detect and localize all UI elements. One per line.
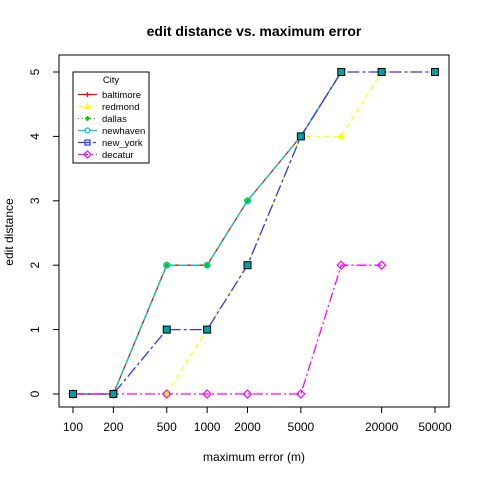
- data-point-decatur: [161, 389, 172, 399]
- data-point-redmond: [337, 132, 346, 140]
- data-point-dallas: [244, 197, 251, 204]
- y-tick-label: 5: [28, 68, 42, 75]
- legend: City baltimoreredmonddallasnewhavennew_y…: [72, 71, 150, 164]
- x-tick-label: 50000: [418, 420, 452, 434]
- data-point-dallas: [163, 262, 170, 269]
- legend-marker-new_york: [84, 139, 91, 146]
- series-line-decatur: [73, 264, 382, 395]
- data-point-overlay: [109, 390, 118, 398]
- x-tick-label: 200: [103, 420, 123, 434]
- legend-label-decatur: decatur: [102, 150, 134, 161]
- data-point-dallas: [204, 262, 211, 269]
- x-tick-label: 100: [63, 420, 83, 434]
- x-tick-label: 20000: [365, 420, 399, 434]
- data-point-overlay: [337, 68, 346, 76]
- x-tick-label: 500: [157, 420, 177, 434]
- legend-marker-dallas: [85, 116, 90, 121]
- data-point-overlay: [203, 325, 212, 334]
- x-axis: 100 200 500 1000 2000 5000 20000 50000: [63, 406, 452, 434]
- legend-label-redmond: redmond: [102, 102, 140, 113]
- data-point-decatur: [296, 389, 306, 399]
- y-tick-label: 1: [28, 326, 42, 333]
- legend-box: [72, 71, 150, 164]
- data-point-overlay: [243, 261, 252, 270]
- legend-label-baltimore: baltimore: [102, 90, 141, 101]
- x-tick-label: 1000: [194, 420, 221, 434]
- data-point-redmond: [162, 389, 171, 397]
- y-axis-label: edit distance: [2, 198, 16, 266]
- y-tick-label: 3: [28, 197, 42, 204]
- legend-marker-redmond: [84, 102, 91, 109]
- data-point-overlay: [296, 132, 305, 141]
- data-point-newhaven: [203, 261, 211, 269]
- y-tick-label: 4: [28, 133, 42, 140]
- data-point-newhaven: [163, 261, 171, 269]
- x-tick-label: 2000: [234, 420, 261, 434]
- legend-label-new_york: new_york: [102, 138, 143, 149]
- data-point-overlay: [377, 68, 386, 76]
- y-tick-label: 2: [28, 262, 42, 269]
- data-point-newhaven: [243, 197, 252, 205]
- data-point-decatur: [376, 260, 387, 271]
- data-point-decatur: [336, 260, 347, 271]
- legend-label-newhaven: newhaven: [102, 126, 145, 137]
- data-point-overlay: [69, 390, 77, 398]
- series-markers: [68, 67, 439, 399]
- data-point-decatur: [202, 389, 212, 399]
- legend-title: City: [103, 75, 120, 86]
- legend-marker-decatur: [83, 150, 92, 159]
- data-point-overlay: [431, 68, 439, 76]
- legend-label-dallas: dallas: [102, 114, 127, 125]
- legend-marker-newhaven: [84, 127, 91, 134]
- plot-frame: [58, 54, 450, 408]
- y-tick-label: 0: [28, 390, 42, 397]
- data-point-overlay: [162, 325, 171, 334]
- x-tick-label: 5000: [288, 420, 315, 434]
- legend-marker-baltimore: [85, 92, 90, 97]
- chart-title: edit distance vs. maximum error: [147, 23, 362, 39]
- data-point-decatur: [242, 389, 253, 399]
- x-axis-label: maximum error (m): [203, 450, 305, 464]
